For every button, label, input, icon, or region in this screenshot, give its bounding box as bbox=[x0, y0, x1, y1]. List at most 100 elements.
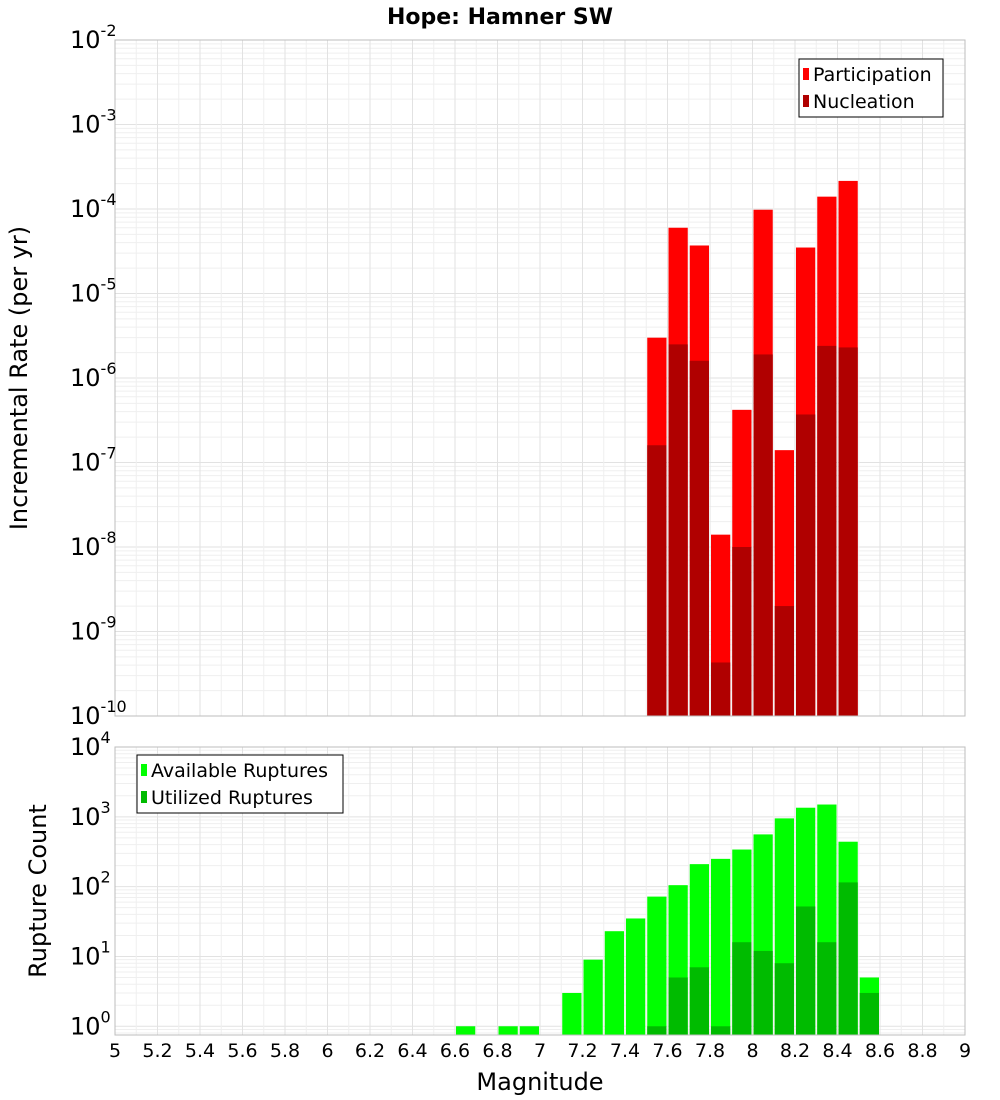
y-tick-exponent: -6 bbox=[101, 359, 117, 378]
count-bar-utilized-ruptures bbox=[796, 906, 816, 1035]
x-tick-label: 7.2 bbox=[567, 1040, 597, 1062]
count-bar-available-ruptures bbox=[647, 896, 667, 1035]
rate-bar-nucleation bbox=[647, 445, 667, 716]
rate-y-tick-label: 10-10 bbox=[70, 697, 127, 730]
rate-bar-nucleation bbox=[668, 344, 688, 716]
count-y-tick-label: 100 bbox=[70, 1007, 111, 1040]
count-y-tick-label: 101 bbox=[70, 937, 111, 970]
x-tick-label: 5.8 bbox=[270, 1040, 300, 1062]
rate-bar-nucleation bbox=[732, 547, 752, 716]
y-tick-exponent: -5 bbox=[101, 275, 117, 294]
x-tick-label: 8 bbox=[746, 1040, 758, 1062]
rate-legend-label: Participation bbox=[813, 64, 932, 86]
x-tick-label: 9 bbox=[959, 1040, 971, 1062]
magnitude-x-ticks: 5 5.2 5.4 5.6 5.8 6 6.2 6.4 6.6 6.8 7 7.2 7.4 7.6 7.8 8… bbox=[109, 1040, 971, 1062]
y-tick-exponent: 1 bbox=[101, 937, 111, 956]
x-tick-label: 5 bbox=[109, 1040, 121, 1062]
count-bar-available-ruptures bbox=[583, 959, 603, 1035]
rate-legend-swatch bbox=[803, 95, 809, 107]
count-bar-utilized-ruptures bbox=[838, 882, 858, 1035]
count-legend: Available Ruptures Utilized Ruptures bbox=[136, 754, 344, 814]
x-tick-label: 8.6 bbox=[865, 1040, 895, 1062]
y-tick-base: 10 bbox=[70, 280, 101, 308]
x-tick-label: 8.4 bbox=[822, 1040, 852, 1062]
rate-plot-frame bbox=[114, 39, 966, 717]
y-tick-exponent: -3 bbox=[101, 106, 117, 125]
rate-y-tick-label: 10-4 bbox=[70, 190, 117, 223]
rate-y-tick-label: 10-7 bbox=[70, 444, 117, 477]
x-tick-label: 6 bbox=[321, 1040, 333, 1062]
count-bar-utilized-ruptures bbox=[647, 1026, 667, 1035]
y-tick-exponent: 4 bbox=[101, 728, 111, 747]
x-tick-label: 7 bbox=[534, 1040, 546, 1062]
count-bar-utilized-ruptures bbox=[711, 1026, 731, 1035]
count-legend-box bbox=[136, 754, 344, 814]
chart-title: Hope: Hamner SW bbox=[387, 5, 613, 30]
x-tick-label: 7.8 bbox=[695, 1040, 725, 1062]
count-legend-label: Available Ruptures bbox=[151, 760, 328, 782]
x-tick-label: 8.2 bbox=[780, 1040, 810, 1062]
x-tick-label: 7.4 bbox=[610, 1040, 640, 1062]
y-tick-exponent: -4 bbox=[101, 190, 117, 209]
x-tick-label: 6.2 bbox=[355, 1040, 385, 1062]
x-tick-label: 7.6 bbox=[652, 1040, 682, 1062]
rate-y-tick-label: 10-3 bbox=[70, 106, 117, 139]
rate-legend-label: Nucleation bbox=[813, 91, 915, 113]
y-tick-exponent: -8 bbox=[101, 528, 117, 547]
count-bar-available-ruptures bbox=[626, 918, 646, 1035]
x-tick-label: 6.4 bbox=[397, 1040, 427, 1062]
y-tick-exponent: -10 bbox=[101, 697, 127, 716]
count-bar-utilized-ruptures bbox=[689, 967, 709, 1035]
rate-y-tick-label: 10-9 bbox=[70, 613, 117, 646]
rate-legend-box bbox=[798, 58, 944, 118]
y-tick-base: 10 bbox=[70, 364, 101, 392]
count-bar-available-ruptures bbox=[456, 1026, 476, 1035]
count-bar-utilized-ruptures bbox=[774, 963, 794, 1035]
count-bar-utilized-ruptures bbox=[732, 942, 752, 1035]
y-tick-base: 10 bbox=[70, 618, 101, 646]
y-tick-exponent: -2 bbox=[101, 21, 117, 40]
count-bars bbox=[456, 804, 879, 1035]
count-bar-available-ruptures bbox=[711, 858, 731, 1035]
count-legend-label: Utilized Ruptures bbox=[151, 787, 313, 809]
count-y-tick-label: 104 bbox=[70, 728, 111, 761]
y-tick-base: 10 bbox=[70, 942, 101, 970]
y-tick-base: 10 bbox=[70, 449, 101, 477]
rate-bar-nucleation bbox=[753, 354, 773, 716]
y-tick-base: 10 bbox=[70, 873, 101, 901]
x-tick-label: 6.8 bbox=[482, 1040, 512, 1062]
x-tick-label: 5.2 bbox=[142, 1040, 172, 1062]
x-tick-label: 5.4 bbox=[185, 1040, 215, 1062]
y-tick-base: 10 bbox=[70, 195, 101, 223]
rate-bar-nucleation bbox=[711, 662, 731, 716]
y-tick-exponent: 2 bbox=[101, 868, 111, 887]
y-tick-base: 10 bbox=[70, 1012, 101, 1040]
rate-bar-nucleation bbox=[817, 345, 837, 716]
rate-bars bbox=[647, 180, 858, 717]
y-tick-exponent: 0 bbox=[101, 1007, 111, 1026]
count-bar-utilized-ruptures bbox=[859, 992, 879, 1035]
count-bar-available-ruptures bbox=[562, 992, 582, 1035]
rate-bar-nucleation bbox=[774, 606, 794, 716]
y-tick-base: 10 bbox=[70, 26, 101, 54]
y-tick-exponent: -9 bbox=[101, 613, 117, 632]
y-tick-base: 10 bbox=[70, 702, 101, 730]
rate-y-tick-label: 10-6 bbox=[70, 359, 117, 392]
rate-legend: Participation Nucleation bbox=[798, 58, 944, 118]
rate-y-tick-label: 10-5 bbox=[70, 275, 117, 308]
rate-legend-swatch bbox=[803, 68, 809, 80]
count-bar-utilized-ruptures bbox=[753, 950, 773, 1035]
y-tick-exponent: -7 bbox=[101, 444, 117, 463]
count-bar-utilized-ruptures bbox=[668, 977, 688, 1035]
rate-y-tick-label: 10-8 bbox=[70, 528, 117, 561]
y-tick-base: 10 bbox=[70, 803, 101, 831]
y-tick-base: 10 bbox=[70, 733, 101, 761]
count-y-tick-label: 102 bbox=[70, 868, 111, 901]
rate-bar-nucleation bbox=[796, 414, 816, 716]
count-y-tick-label: 103 bbox=[70, 798, 111, 831]
